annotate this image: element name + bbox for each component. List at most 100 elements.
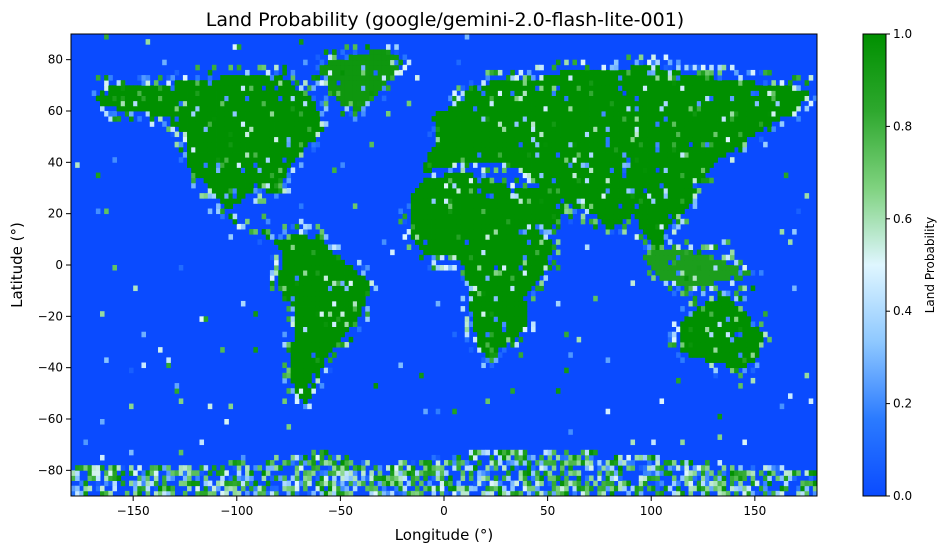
- heatmap-cell: [547, 95, 553, 102]
- heatmap-cell: [750, 490, 756, 496]
- heatmap-cell: [506, 490, 511, 496]
- heatmap-cell: [473, 485, 478, 492]
- heatmap-cell: [100, 90, 105, 96]
- heatmap-cell: [560, 208, 565, 215]
- heatmap-cell: [182, 490, 188, 496]
- heatmap-cell: [522, 311, 528, 317]
- heatmap-cell: [224, 126, 229, 132]
- heatmap-cell: [502, 275, 507, 281]
- heatmap-cell: [630, 208, 636, 215]
- heatmap-cell: [294, 234, 300, 240]
- heatmap-cell: [303, 331, 308, 338]
- heatmap-cell: [332, 290, 337, 297]
- heatmap-cell: [700, 485, 706, 492]
- heatmap-cell: [522, 229, 528, 235]
- heatmap-cell: [734, 270, 739, 276]
- heatmap-cell: [568, 141, 573, 148]
- heatmap-cell: [630, 157, 636, 163]
- heatmap-cell: [758, 485, 764, 492]
- heatmap-cell: [199, 465, 205, 471]
- heatmap-cell: [240, 162, 246, 168]
- heatmap-cell: [228, 121, 234, 127]
- heatmap-cell: [709, 121, 714, 127]
- heatmap-cell: [676, 105, 681, 112]
- heatmap-cell: [468, 126, 474, 132]
- heatmap-cell: [195, 131, 200, 138]
- heatmap-cell: [468, 244, 474, 250]
- heatmap-cell: [319, 229, 325, 235]
- heatmap-cell: [303, 126, 308, 132]
- heatmap-cell: [456, 229, 461, 235]
- heatmap-cell: [489, 362, 495, 369]
- heatmap-cell: [688, 475, 694, 481]
- heatmap-cell: [593, 460, 598, 466]
- heatmap-cell: [315, 377, 321, 384]
- heatmap-cell: [390, 465, 395, 471]
- heatmap-cell: [497, 485, 503, 492]
- heatmap-cell: [655, 485, 660, 492]
- heatmap-cell: [518, 336, 524, 343]
- heatmap-cell: [613, 460, 619, 466]
- heatmap-cell: [655, 490, 660, 496]
- heatmap-cell: [713, 265, 718, 271]
- heatmap-cell: [274, 454, 279, 461]
- heatmap-cell: [79, 480, 84, 487]
- heatmap-cell: [269, 460, 275, 466]
- heatmap-cell: [211, 146, 217, 153]
- heatmap-cell: [510, 275, 515, 281]
- heatmap-cell: [622, 198, 627, 204]
- heatmap-cell: [576, 157, 582, 163]
- heatmap-cell: [742, 136, 747, 143]
- heatmap-cell: [638, 485, 644, 492]
- heatmap-cell: [493, 244, 499, 250]
- heatmap-cell: [166, 475, 171, 481]
- heatmap-cell: [332, 342, 337, 348]
- heatmap-cell: [576, 480, 582, 487]
- heatmap-cell: [71, 485, 76, 492]
- heatmap-cell: [91, 90, 97, 96]
- heatmap-cell: [282, 480, 287, 487]
- heatmap-cell: [746, 121, 752, 127]
- heatmap-cell: [485, 449, 490, 456]
- heatmap-cell: [307, 475, 312, 481]
- heatmap-cell: [253, 121, 258, 127]
- heatmap-cell: [485, 188, 490, 194]
- heatmap-cell: [638, 126, 644, 132]
- heatmap-cell: [356, 326, 362, 333]
- heatmap-cell: [311, 244, 316, 250]
- heatmap-cell: [257, 152, 263, 158]
- heatmap-cell: [651, 146, 656, 153]
- heatmap-cell: [738, 306, 743, 312]
- heatmap-cell: [667, 126, 673, 132]
- heatmap-cell: [278, 280, 283, 286]
- heatmap-cell: [506, 336, 511, 343]
- heatmap-cell: [481, 213, 486, 220]
- heatmap-cell: [340, 259, 345, 266]
- heatmap-cell: [659, 490, 665, 496]
- heatmap-cell: [319, 362, 325, 369]
- heatmap-cell: [725, 141, 731, 148]
- heatmap-cell: [224, 480, 229, 487]
- heatmap-cell: [182, 95, 188, 102]
- heatmap-cell: [734, 342, 739, 348]
- heatmap-cell: [195, 116, 200, 122]
- heatmap-cell: [195, 105, 200, 112]
- heatmap-cell: [613, 454, 619, 461]
- heatmap-cell: [485, 475, 490, 481]
- heatmap-cell: [680, 490, 685, 496]
- heatmap-cell: [307, 393, 312, 399]
- heatmap-cell: [510, 111, 515, 117]
- heatmap-cell: [456, 208, 461, 215]
- heatmap-cell: [456, 460, 461, 466]
- heatmap-cell: [721, 136, 727, 143]
- heatmap-cell: [265, 167, 271, 173]
- heatmap-cell: [734, 265, 739, 271]
- heatmap-cell: [365, 485, 370, 492]
- heatmap-cell: [738, 285, 743, 292]
- heatmap-cell: [572, 198, 578, 204]
- heatmap-cell: [245, 172, 250, 179]
- heatmap-cell: [348, 290, 354, 297]
- heatmap-cell: [240, 136, 246, 143]
- heatmap-cell: [626, 146, 631, 153]
- heatmap-cell: [120, 470, 126, 476]
